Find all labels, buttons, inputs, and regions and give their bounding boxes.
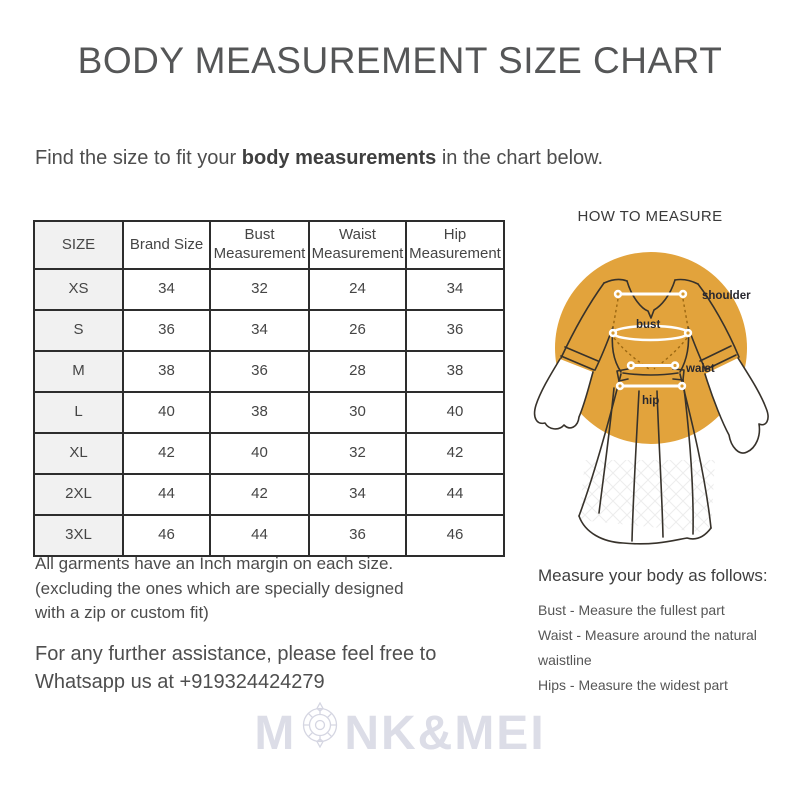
endpoint-centers xyxy=(611,292,690,388)
cell-size: 2XL xyxy=(33,473,124,516)
dress-measurement-illustration: shoulder bust waist hip xyxy=(515,228,800,573)
instruction-waist: Waist - Measure around the natural waist… xyxy=(538,627,757,668)
header-cell-brand-size: Brand Size xyxy=(122,220,211,270)
label-shoulder: shoulder xyxy=(702,290,751,302)
mandala-o-icon xyxy=(299,701,341,760)
table-row: XS 34 32 24 34 xyxy=(33,268,505,311)
cell-bust: 38 xyxy=(209,391,310,434)
cell-brand-size: 44 xyxy=(122,473,211,516)
cell-bust: 32 xyxy=(209,268,310,311)
table-row: XL 42 40 32 42 xyxy=(33,432,505,475)
cell-size: XS xyxy=(33,268,124,311)
cell-bust: 42 xyxy=(209,473,310,516)
cell-waist: 36 xyxy=(308,514,407,557)
header-cell-size: SIZE xyxy=(33,220,124,270)
cell-hip: 46 xyxy=(405,514,505,557)
cell-waist: 26 xyxy=(308,309,407,352)
header-cell-hip: Hip Measurement xyxy=(405,220,505,270)
page-title: BODY MEASUREMENT SIZE CHART xyxy=(77,40,723,81)
dress-illustration-svg: shoulder bust waist hip xyxy=(533,252,769,545)
watermark-part2: NK&MEI xyxy=(344,706,546,760)
inch-margin-note: All garments have an Inch margin on each… xyxy=(35,552,404,626)
table-row: S 36 34 26 36 xyxy=(33,309,505,352)
how-to-measure-heading: HOW TO MEASURE xyxy=(577,208,723,225)
cell-hip: 40 xyxy=(405,391,505,434)
measure-instructions-heading: Measure your body as follows: xyxy=(538,566,768,585)
cell-hip: 44 xyxy=(405,473,505,516)
cell-brand-size: 36 xyxy=(122,309,211,352)
cell-waist: 28 xyxy=(308,350,407,393)
cell-brand-size: 40 xyxy=(122,391,211,434)
cell-bust: 44 xyxy=(209,514,310,557)
cell-waist: 24 xyxy=(308,268,407,311)
margin-note-line1: All garments have an Inch margin on each… xyxy=(35,554,394,573)
cell-size: XL xyxy=(33,432,124,475)
subtitle-post: in the chart below. xyxy=(436,147,604,169)
cell-size: L xyxy=(33,391,124,434)
table-row: 2XL 44 42 34 44 xyxy=(33,473,505,516)
margin-note-line3: with a zip or custom fit) xyxy=(35,603,209,622)
skirt-lattice-pattern xyxy=(579,460,715,533)
cell-hip: 42 xyxy=(405,432,505,475)
cell-hip: 36 xyxy=(405,309,505,352)
subtitle-pre: Find the size to fit your xyxy=(35,147,242,169)
label-waist: waist xyxy=(685,363,715,375)
cell-bust: 40 xyxy=(209,432,310,475)
cell-brand-size: 42 xyxy=(122,432,211,475)
table-row: L 40 38 30 40 xyxy=(33,391,505,434)
cell-hip: 34 xyxy=(405,268,505,311)
subtitle-bold: body measurements xyxy=(241,147,437,169)
size-chart-table: SIZE Brand Size Bust Measurement Waist M… xyxy=(33,220,505,557)
cell-size: M xyxy=(33,350,124,393)
table-row: M 38 36 28 38 xyxy=(33,350,505,393)
table-row: 3XL 46 44 36 46 xyxy=(33,514,505,557)
cell-brand-size: 34 xyxy=(122,268,211,311)
header-cell-waist: Waist Measurement xyxy=(308,220,407,270)
cell-bust: 34 xyxy=(209,309,310,352)
instruction-bust: Bust - Measure the fullest part xyxy=(538,602,725,618)
dashed-guide-lines xyxy=(612,298,689,370)
assistance-note: For any further assistance, please feel … xyxy=(35,640,436,696)
assistance-line1: For any further assistance, please feel … xyxy=(35,643,437,665)
watermark-part1: M xyxy=(254,706,297,760)
orange-circle xyxy=(555,252,747,444)
cell-waist: 32 xyxy=(308,432,407,475)
cell-bust: 36 xyxy=(209,350,310,393)
cell-waist: 30 xyxy=(308,391,407,434)
cell-size: S xyxy=(33,309,124,352)
cell-hip: 38 xyxy=(405,350,505,393)
header-cell-bust: Bust Measurement xyxy=(209,220,310,270)
table-header-row: SIZE Brand Size Bust Measurement Waist M… xyxy=(33,220,505,270)
margin-note-line2: (excluding the ones which are specially … xyxy=(35,578,404,598)
cell-brand-size: 38 xyxy=(122,350,211,393)
cell-brand-size: 46 xyxy=(122,514,211,557)
label-bust: bust xyxy=(636,319,660,331)
subtitle: Find the size to fit your body measureme… xyxy=(35,147,603,170)
cell-size: 3XL xyxy=(33,514,124,557)
brand-watermark: M NK&MEI xyxy=(0,701,800,764)
label-hip: hip xyxy=(642,395,659,407)
measure-instructions-list: Bust - Measure the fullest part Waist - … xyxy=(538,598,800,698)
cell-waist: 34 xyxy=(308,473,407,516)
instruction-hips: Hips - Measure the widest part xyxy=(538,677,728,693)
assistance-line2: Whatsapp us at +919324424279 xyxy=(35,671,325,693)
